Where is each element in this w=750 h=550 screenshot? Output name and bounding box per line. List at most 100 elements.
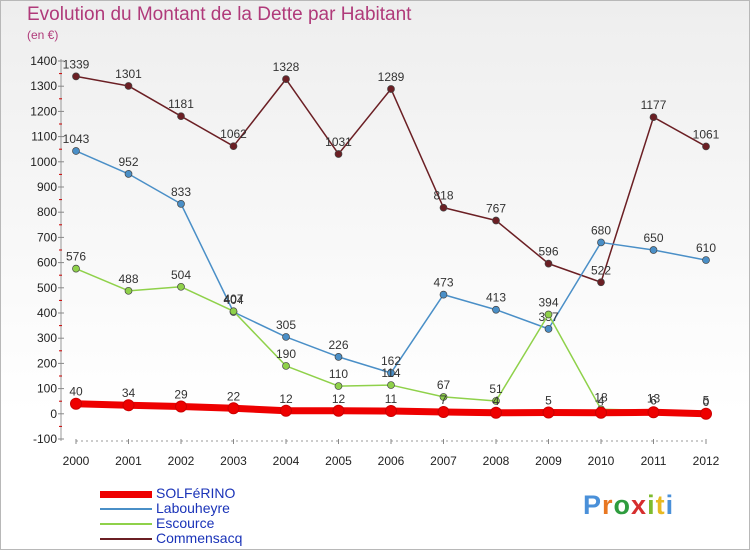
legend-label: Labouheyre — [156, 500, 230, 516]
data-point — [334, 150, 343, 158]
x-tick-label: 2007 — [430, 454, 457, 468]
x-tick-label: 2006 — [378, 454, 405, 468]
x-tick-label: 2009 — [535, 454, 562, 468]
y-tick-label: 600 — [37, 256, 57, 270]
data-label: 818 — [433, 189, 453, 203]
data-point — [70, 397, 82, 410]
data-point — [492, 397, 500, 405]
data-point — [177, 112, 185, 121]
data-label: 610 — [696, 241, 716, 255]
data-label: 29 — [174, 387, 188, 401]
y-tick-label: 800 — [37, 205, 57, 219]
y-tick-label: 300 — [37, 331, 57, 345]
data-label: 12 — [279, 392, 293, 406]
logo-letter: x — [631, 490, 648, 520]
data-point — [72, 72, 80, 81]
data-point — [439, 290, 448, 299]
data-label: 407 — [223, 292, 243, 306]
legend-swatch — [100, 523, 152, 525]
x-tick-label: 2011 — [641, 454, 667, 468]
data-label: 1061 — [693, 127, 720, 141]
data-label: 114 — [381, 366, 400, 380]
data-point — [124, 170, 133, 178]
data-label: 226 — [328, 338, 348, 352]
data-point — [124, 286, 133, 295]
data-label: 305 — [276, 318, 296, 332]
data-label: 40 — [69, 385, 83, 399]
y-tick-label: 1100 — [31, 130, 57, 144]
data-point — [492, 216, 500, 225]
data-label: 394 — [538, 296, 558, 310]
data-point — [227, 402, 240, 415]
data-label: 4 — [598, 394, 605, 408]
data-point — [490, 406, 502, 419]
y-tick-label: 1200 — [30, 104, 57, 118]
data-point — [334, 352, 343, 361]
data-point — [282, 362, 290, 370]
data-label: 0 — [703, 395, 710, 409]
data-point — [544, 325, 553, 333]
x-tick-label: 2008 — [483, 454, 510, 468]
data-point — [387, 381, 395, 389]
data-point — [72, 264, 80, 273]
data-label: 1289 — [378, 70, 405, 84]
data-point — [649, 113, 658, 122]
legend-swatch — [100, 538, 152, 540]
data-label: 11 — [385, 392, 398, 406]
data-label: 1177 — [641, 98, 667, 112]
data-label: 13 — [647, 392, 661, 406]
y-tick-label: 900 — [37, 180, 57, 194]
data-point — [597, 238, 605, 247]
data-point — [332, 404, 345, 417]
data-label: 12 — [332, 392, 346, 406]
data-label: 522 — [591, 263, 611, 277]
x-tick-label: 2000 — [63, 454, 90, 468]
logo-letter: r — [602, 490, 614, 520]
data-point — [387, 85, 395, 93]
data-point — [439, 393, 448, 401]
data-point — [492, 305, 500, 314]
data-label: 7 — [440, 393, 447, 407]
data-point — [280, 404, 292, 417]
data-point — [437, 406, 450, 419]
data-point — [387, 369, 395, 377]
chart-title: Evolution du Montant de la Dette par Hab… — [27, 4, 412, 25]
x-tick-label: 2010 — [588, 454, 615, 468]
data-point — [702, 142, 710, 151]
data-point — [334, 382, 343, 390]
data-point — [177, 200, 185, 208]
data-label: 473 — [433, 276, 453, 290]
data-point — [439, 203, 448, 212]
data-point — [282, 75, 290, 83]
data-label: 1043 — [63, 132, 90, 146]
y-tick-label: 1400 — [30, 54, 57, 68]
y-tick-label: 1000 — [30, 155, 57, 169]
logo-letter: o — [613, 490, 632, 520]
y-tick-label: 1300 — [30, 79, 57, 93]
data-point — [229, 307, 238, 316]
data-point — [72, 147, 80, 155]
data-point — [595, 406, 607, 419]
data-label: 576 — [66, 250, 86, 264]
y-tick-label: 100 — [37, 382, 57, 396]
x-tick-label: 2005 — [325, 454, 352, 468]
data-point — [229, 142, 238, 151]
data-point — [282, 333, 290, 341]
data-label: 596 — [538, 245, 558, 259]
data-label: 67 — [437, 378, 451, 392]
data-label: 413 — [486, 291, 506, 305]
data-label: 34 — [122, 386, 136, 400]
data-point — [542, 406, 555, 419]
legend-swatch — [100, 490, 152, 498]
logo-letter: i — [665, 490, 675, 520]
legend-swatch — [100, 508, 152, 510]
data-label: 5 — [545, 394, 552, 408]
data-label: 504 — [171, 268, 191, 282]
data-point — [122, 399, 135, 412]
data-label: 22 — [227, 389, 241, 403]
data-point — [702, 256, 710, 264]
data-point — [175, 400, 187, 413]
y-tick-label: 200 — [37, 356, 57, 370]
